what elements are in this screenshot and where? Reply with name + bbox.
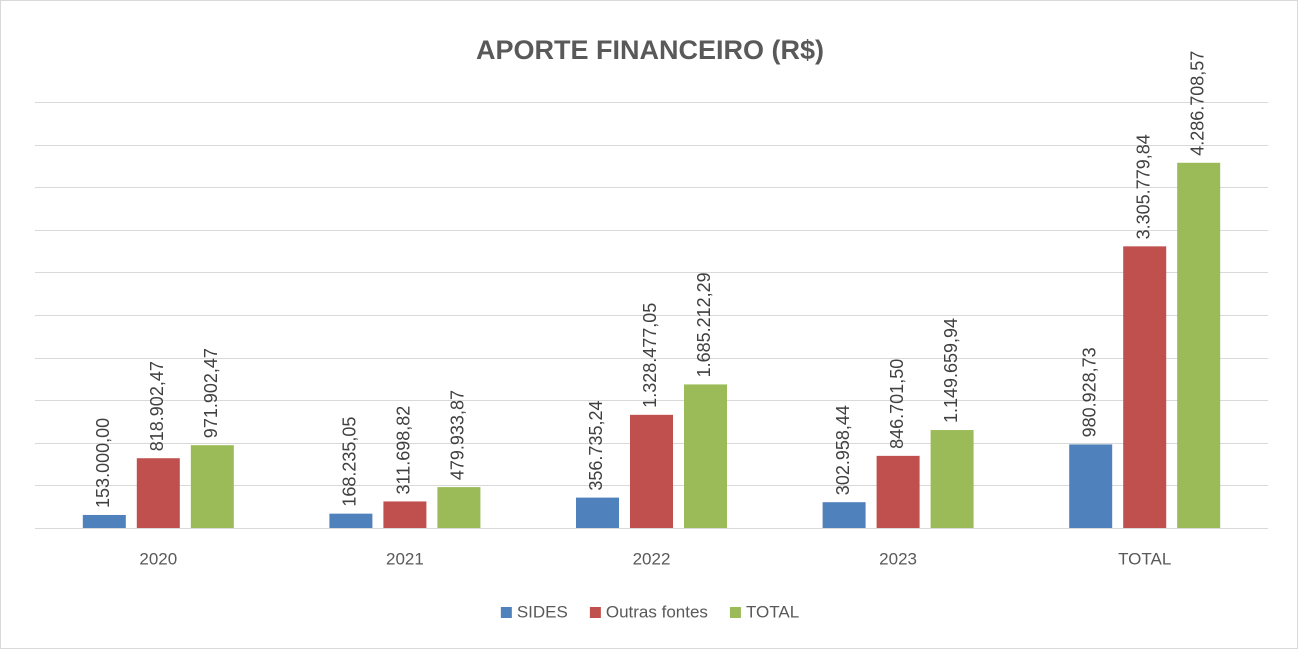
legend-swatch: [589, 607, 601, 618]
bar: [876, 455, 920, 528]
bar: [136, 458, 180, 528]
chart-title: APORTE FINANCEIRO (R$): [476, 35, 824, 65]
data-label: 846.701,50: [887, 359, 907, 449]
data-label: 153.000,00: [93, 418, 113, 508]
bar: [383, 501, 427, 528]
data-label: 971.902,47: [201, 348, 221, 438]
bar: [1069, 444, 1113, 528]
legend-label: TOTAL: [746, 602, 799, 621]
bar: [437, 487, 481, 528]
x-tick-label: TOTAL: [1118, 549, 1171, 568]
x-tick-label: 2023: [879, 549, 917, 568]
data-label: 479.933,87: [448, 390, 468, 480]
bar: [329, 513, 373, 528]
data-label: 980.928,73: [1079, 347, 1099, 437]
data-label: 3.305.779,84: [1133, 134, 1153, 239]
data-label: 1.328.477,05: [640, 303, 660, 408]
data-label: 1.149.659,94: [941, 318, 961, 423]
bar: [684, 384, 727, 528]
bar: [630, 414, 673, 528]
data-label: 818.902,47: [147, 361, 167, 451]
legend-swatch: [500, 607, 512, 618]
data-label: 1.685.212,29: [694, 272, 714, 377]
bar: [576, 497, 619, 528]
legend-label: Outras fontes: [606, 602, 708, 621]
data-label: 302.958,44: [833, 405, 853, 495]
data-label: 311.698,82: [394, 406, 414, 495]
data-label: 4.286.708,57: [1187, 51, 1207, 156]
bar: [1123, 246, 1167, 528]
data-label: 168.235,05: [340, 417, 360, 507]
bar: [822, 502, 866, 528]
x-tick-label: 2020: [139, 549, 177, 568]
legend-swatch: [729, 607, 741, 618]
bar: [190, 445, 234, 528]
legend-label: SIDES: [517, 602, 568, 621]
bar: [82, 514, 126, 528]
bar: [930, 430, 974, 528]
x-tick-label: 2022: [633, 549, 671, 568]
x-tick-label: 2021: [386, 549, 424, 568]
bar: [1177, 162, 1221, 528]
data-label: 356.735,24: [586, 401, 606, 491]
